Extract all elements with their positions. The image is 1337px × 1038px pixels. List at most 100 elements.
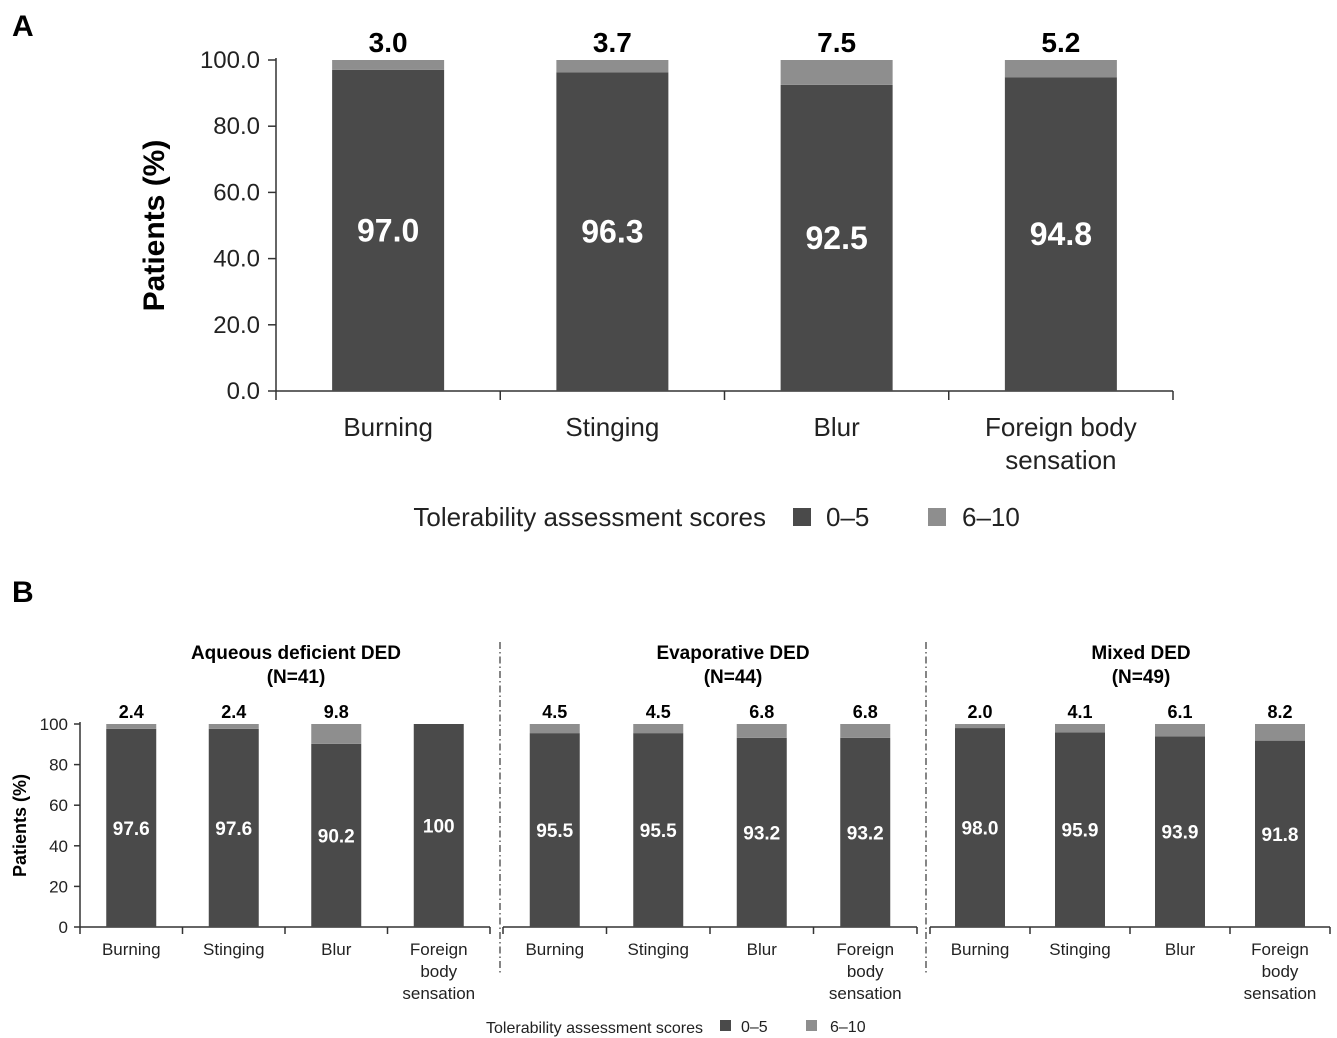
bar-segment-6-10 bbox=[106, 724, 157, 729]
bar-value-label: 93.2 bbox=[743, 823, 780, 844]
group-title: Aqueous deficient DED bbox=[191, 643, 401, 664]
legend-label-6-10: 6–10 bbox=[830, 1019, 866, 1036]
bar-value-label: 93.9 bbox=[1162, 823, 1199, 844]
x-category-label: Stinging bbox=[628, 940, 689, 959]
x-category-label: Foreign bbox=[410, 940, 468, 959]
y-axis-label: Patients (%) bbox=[138, 140, 171, 312]
bar-top-label: 7.5 bbox=[817, 27, 856, 58]
bar-value-label: 96.3 bbox=[581, 214, 643, 250]
bar-value-label: 95.5 bbox=[536, 821, 573, 842]
bar-segment-6-10 bbox=[1004, 60, 1117, 78]
bar-segment-6-10 bbox=[840, 724, 891, 738]
x-category-label: body bbox=[847, 962, 884, 981]
y-axis-label: Patients (%) bbox=[10, 774, 30, 877]
bar-value-label: 95.9 bbox=[1062, 821, 1099, 842]
bar-segment-0-5 bbox=[780, 84, 893, 391]
bar-segment-6-10 bbox=[780, 60, 893, 85]
y-tick-label: 40.0 bbox=[213, 246, 260, 273]
x-category-label: Burning bbox=[951, 940, 1010, 959]
bar-segment-0-5 bbox=[106, 728, 157, 927]
panel-b: B 0 20 40 60 80 100 Patients (%) Aqueous deficie… bbox=[10, 576, 1331, 1037]
bar-top-label: 8.2 bbox=[1267, 702, 1292, 722]
bar-top-label: 4.1 bbox=[1067, 702, 1092, 722]
x-category-label: body bbox=[420, 962, 457, 981]
legend-swatch-6-10 bbox=[806, 1020, 817, 1031]
bar-segment-6-10 bbox=[736, 724, 787, 738]
bar-segment-0-5 bbox=[529, 733, 580, 927]
bar-value-label: 91.8 bbox=[1262, 825, 1299, 846]
bar-segment-0-5 bbox=[1055, 732, 1105, 927]
legend-swatch-0-5 bbox=[793, 508, 811, 526]
y-tick-label: 80.0 bbox=[213, 113, 260, 140]
bar-segment-0-5 bbox=[840, 737, 891, 927]
bar-segment-6-10 bbox=[955, 724, 1005, 729]
bar-segment-0-5 bbox=[208, 728, 259, 927]
bar-top-label: 2.4 bbox=[221, 702, 246, 722]
y-tick-label: 60 bbox=[49, 796, 68, 815]
x-category-label: Burning bbox=[102, 940, 161, 959]
bar-segment-0-5 bbox=[955, 728, 1005, 927]
legend-title: Tolerability assessment scores bbox=[486, 1020, 703, 1037]
bar-segment-0-5 bbox=[332, 69, 445, 392]
bar-segment-6-10 bbox=[1255, 724, 1305, 741]
bar-top-label: 4.5 bbox=[646, 702, 671, 722]
bar-segment-0-5 bbox=[413, 724, 464, 927]
bar-top-label: 3.7 bbox=[593, 27, 632, 58]
x-category-label: Stinging bbox=[1049, 940, 1110, 959]
legend-label-6-10: 6–10 bbox=[962, 502, 1020, 532]
x-category-label: Foreign bbox=[1251, 940, 1309, 959]
x-category-label: sensation bbox=[402, 984, 475, 1003]
x-category-label: sensation bbox=[1005, 445, 1116, 475]
x-category-label: Blur bbox=[747, 940, 778, 959]
bar-segment-0-5 bbox=[1004, 77, 1117, 391]
bar-top-label: 9.8 bbox=[324, 702, 349, 722]
panel-a: A 0.0 20.0 40.0 60.0 80.0 100.0 Patients (%) 97.… bbox=[12, 10, 1174, 532]
bar-segment-6-10 bbox=[529, 724, 580, 734]
y-tick-label: 100 bbox=[40, 715, 68, 734]
x-category-label: sensation bbox=[829, 984, 902, 1003]
bar-value-label: 97.6 bbox=[113, 819, 150, 840]
y-tick-label: 0.0 bbox=[227, 378, 260, 405]
bar-top-label: 6.1 bbox=[1167, 702, 1192, 722]
group-subtitle: (N=44) bbox=[704, 667, 763, 688]
y-tick-label: 40 bbox=[49, 837, 68, 856]
panel-letter-a: A bbox=[12, 10, 34, 43]
bar-segment-6-10 bbox=[332, 60, 445, 70]
bar-segment-6-10 bbox=[311, 724, 362, 744]
x-category-label: body bbox=[1262, 962, 1299, 981]
bar-value-label: 97.6 bbox=[215, 819, 252, 840]
legend-swatch-0-5 bbox=[720, 1020, 731, 1031]
x-category-label: Blur bbox=[814, 412, 861, 442]
bar-segment-6-10 bbox=[208, 724, 259, 729]
bar-top-label: 2.4 bbox=[119, 702, 144, 722]
x-category-label: Stinging bbox=[203, 940, 264, 959]
y-tick-label: 20.0 bbox=[213, 312, 260, 339]
x-category-label: Blur bbox=[1165, 940, 1196, 959]
legend-label-0-5: 0–5 bbox=[741, 1019, 768, 1036]
bar-value-label: 97.0 bbox=[357, 212, 419, 248]
y-tick-label: 0 bbox=[59, 918, 68, 937]
bar-top-label: 4.5 bbox=[542, 702, 567, 722]
y-tick-label: 80 bbox=[49, 756, 68, 775]
group-subtitle: (N=49) bbox=[1112, 667, 1171, 688]
group-title: Mixed DED bbox=[1091, 643, 1190, 664]
group-subtitle: (N=41) bbox=[267, 667, 326, 688]
x-category-label: Burning bbox=[343, 412, 433, 442]
legend-title: Tolerability assessment scores bbox=[413, 502, 766, 532]
legend-label-0-5: 0–5 bbox=[826, 502, 869, 532]
bar-value-label: 90.2 bbox=[318, 826, 355, 847]
bar-top-label: 3.0 bbox=[369, 27, 408, 58]
bar-segment-0-5 bbox=[633, 733, 684, 927]
bar-value-label: 92.5 bbox=[805, 220, 867, 256]
legend-swatch-6-10 bbox=[928, 508, 946, 526]
bar-segment-0-5 bbox=[1155, 736, 1205, 927]
bar-segment-0-5 bbox=[556, 72, 669, 391]
x-category-label: Foreign body bbox=[985, 412, 1137, 442]
bar-top-label: 2.0 bbox=[967, 702, 992, 722]
bar-top-label: 6.8 bbox=[853, 702, 878, 722]
bar-segment-0-5 bbox=[311, 743, 362, 927]
bar-top-label: 6.8 bbox=[749, 702, 774, 722]
bar-value-label: 95.5 bbox=[640, 821, 677, 842]
bar-top-label: 5.2 bbox=[1041, 27, 1080, 58]
